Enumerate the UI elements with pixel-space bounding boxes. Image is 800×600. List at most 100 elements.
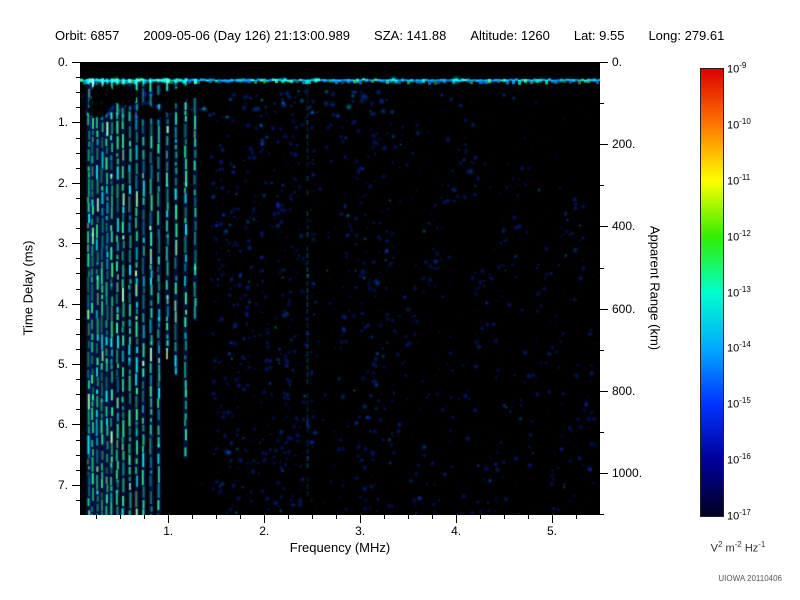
- y-left-minor-tick: [76, 318, 80, 320]
- y-right-tick: [600, 62, 608, 63]
- y-right-tick-label: 0.: [612, 55, 623, 69]
- colorbar-tick-label: 10-10: [727, 116, 751, 132]
- colorbar-tick-label: 10-15: [727, 396, 751, 411]
- header-field: Altitude: 1260: [470, 28, 550, 43]
- y-left-minor-tick: [76, 213, 80, 214]
- y-right-tick-label: 600.: [612, 301, 636, 316]
- y-left-minor-tick: [76, 167, 80, 169]
- y-right-minor-tick: [600, 185, 604, 187]
- x-minor-tick: [288, 515, 290, 519]
- colorbar-tick-label: 10-13: [727, 284, 751, 300]
- y-right-tick: [600, 390, 608, 392]
- y-left-minor-tick: [76, 333, 80, 335]
- y-right-tick-label: 1000.: [612, 466, 643, 481]
- y-right-tick-label: 800.: [612, 383, 636, 398]
- colorbar-tick-label: 10-14: [727, 340, 751, 356]
- colorbar: [700, 68, 724, 517]
- y-left-minor-tick: [76, 348, 80, 350]
- x-tick-label: 3.: [355, 524, 366, 538]
- y-right-minor-tick: [600, 267, 604, 269]
- y-axis-left-title: Time Delay (ms): [20, 240, 36, 336]
- y-left-tick-label: 3.: [57, 236, 68, 251]
- spectrogram-canvas: [80, 62, 600, 515]
- x-minor-tick: [408, 515, 410, 519]
- header-field: Long: 279.61: [648, 28, 725, 43]
- x-tick-label: 4.: [451, 524, 462, 538]
- spectrogram-plot: [80, 62, 600, 515]
- x-tick-label: 2.: [259, 524, 270, 538]
- y-left-minor-tick: [76, 409, 80, 411]
- colorbar-tick-label: 10-17: [727, 508, 751, 523]
- y-right-tick: [600, 144, 608, 146]
- y-left-tick-label: 7.: [57, 477, 68, 492]
- y-left-tick-label: 4.: [57, 296, 68, 311]
- x-tick: [168, 515, 170, 523]
- y-left-minor-tick: [76, 499, 80, 501]
- y-left-minor-tick: [76, 152, 80, 154]
- y-right-tick-label: 200.: [612, 137, 636, 152]
- x-minor-tick: [480, 515, 482, 519]
- x-minor-tick: [312, 515, 314, 519]
- y-left-tick: [72, 303, 80, 305]
- x-tick: [264, 515, 266, 523]
- x-minor-tick: [384, 515, 386, 519]
- header-field: SZA: 141.88: [374, 28, 447, 43]
- y-left-tick-label: 1.: [57, 115, 68, 130]
- x-minor-tick: [144, 515, 146, 519]
- y-left-minor-tick: [76, 77, 80, 79]
- x-minor-tick: [336, 515, 338, 519]
- y-right-minor-tick: [600, 514, 604, 516]
- colorbar-tick-label: 10-16: [727, 452, 751, 467]
- y-right-minor-tick: [600, 349, 604, 351]
- y-axis-right-title: Apparent Range (km): [647, 225, 663, 351]
- x-minor-tick: [240, 515, 242, 519]
- x-tick: [360, 515, 362, 523]
- y-right-tick: [600, 226, 608, 228]
- x-minor-tick: [192, 515, 194, 519]
- x-minor-tick: [216, 515, 218, 519]
- x-tick-label: 1.: [163, 524, 174, 538]
- y-right-minor-tick: [600, 431, 604, 433]
- y-left-tick-label: 0.: [57, 55, 68, 69]
- y-left-tick-label: 6.: [57, 417, 68, 432]
- x-tick: [456, 515, 458, 523]
- y-left-minor-tick: [76, 258, 80, 260]
- x-tick: [552, 515, 554, 523]
- y-left-tick: [72, 484, 80, 486]
- x-minor-tick: [120, 515, 122, 519]
- x-tick-label: 5.: [547, 524, 558, 538]
- y-left-minor-tick: [76, 288, 80, 290]
- y-right-tick: [600, 308, 608, 310]
- y-right-tick: [600, 473, 608, 475]
- colorbar-tick-label: 10-9: [727, 61, 747, 76]
- x-minor-tick: [504, 515, 506, 519]
- y-left-tick: [72, 122, 80, 124]
- y-left-tick: [72, 62, 80, 63]
- y-left-minor-tick: [76, 273, 80, 275]
- colorbar-units-label: V2 m-2 Hz-1: [710, 540, 766, 555]
- x-minor-tick: [576, 515, 577, 519]
- y-left-tick-label: 2.: [57, 175, 68, 190]
- x-axis-title: Frequency (MHz): [289, 540, 391, 555]
- y-left-minor-tick: [76, 379, 80, 381]
- header-field: Orbit: 6857: [55, 28, 120, 43]
- y-left-minor-tick: [76, 394, 80, 396]
- x-minor-tick: [528, 515, 530, 519]
- y-right-tick-label: 400.: [612, 219, 636, 234]
- y-left-tick: [72, 243, 80, 245]
- x-minor-tick: [96, 515, 98, 519]
- y-left-minor-tick: [76, 454, 80, 456]
- y-left-minor-tick: [76, 137, 80, 139]
- y-left-tick: [72, 364, 80, 365]
- colorbar-tick-label: 10-12: [727, 228, 751, 244]
- y-left-tick-label: 5.: [57, 357, 68, 371]
- colorbar-tick-label: 10-11: [727, 172, 751, 188]
- y-left-minor-tick: [76, 439, 80, 441]
- y-left-minor-tick: [76, 228, 80, 230]
- y-left-minor-tick: [76, 92, 80, 94]
- header-field: 2009-05-06 (Day 126) 21:13:00.989: [143, 28, 351, 43]
- y-left-minor-tick: [76, 197, 80, 199]
- y-right-minor-tick: [600, 103, 604, 105]
- y-left-tick: [72, 182, 80, 184]
